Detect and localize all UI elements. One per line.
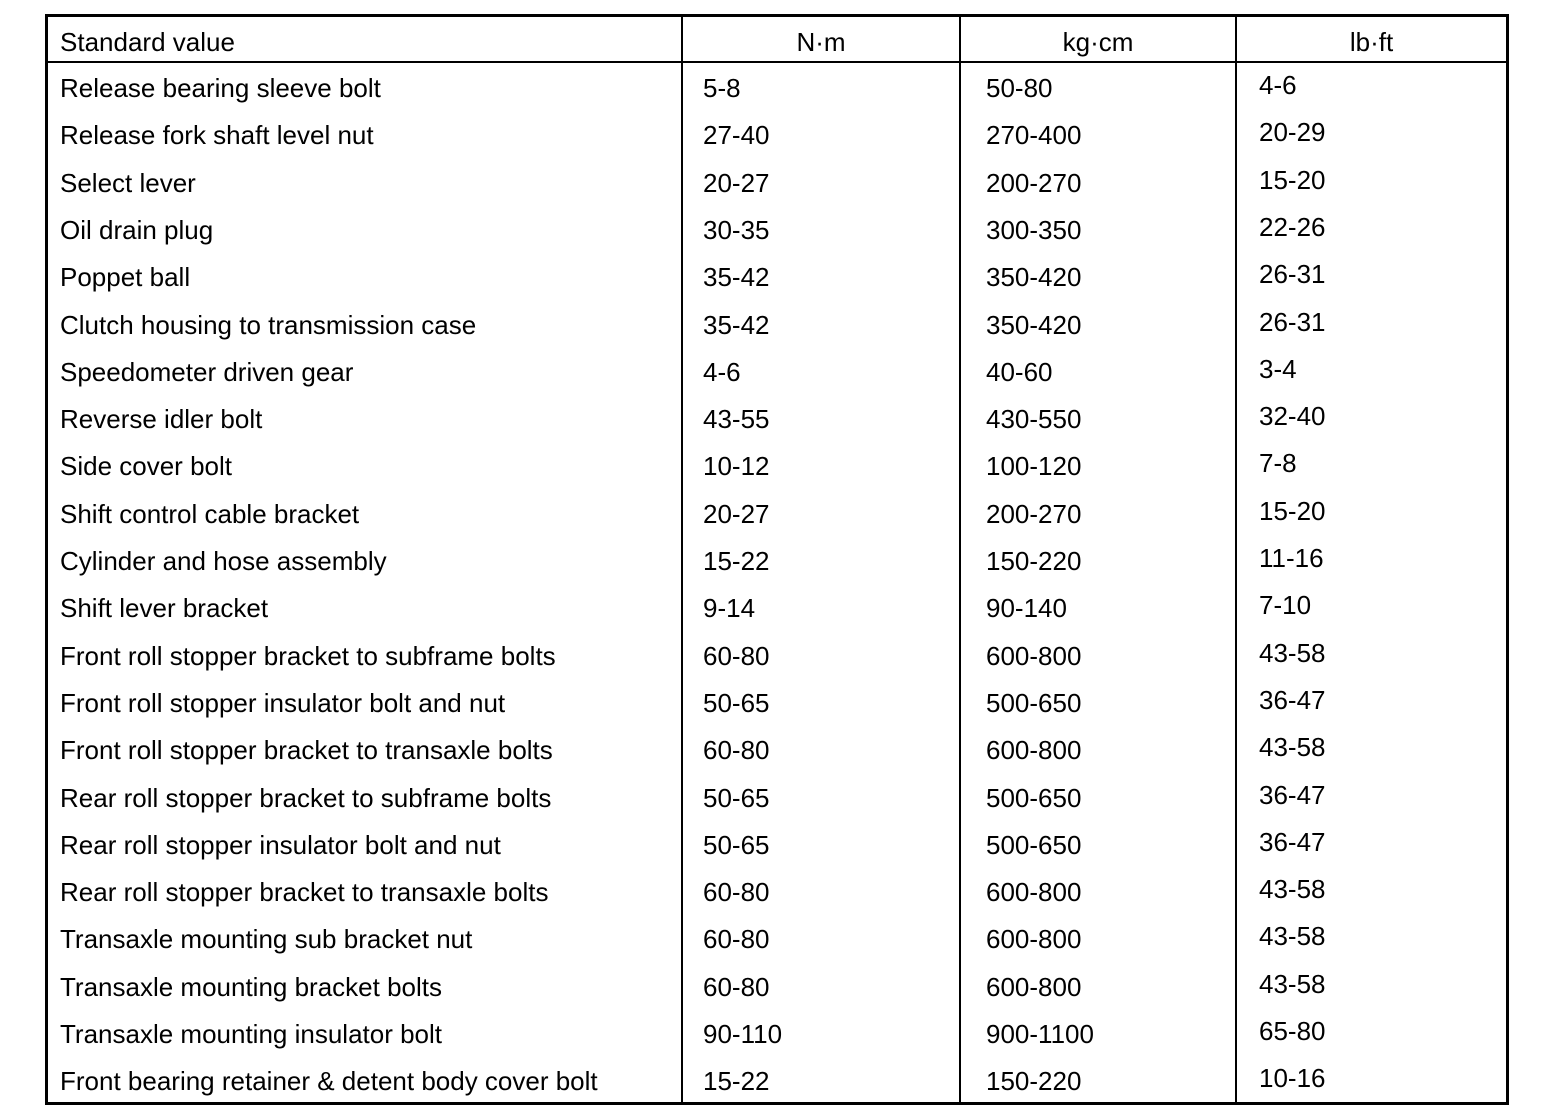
value-cell: 60-80 (703, 877, 770, 908)
value-cell: 200-270 (986, 167, 1082, 198)
value-cell: 43-58 (1259, 637, 1326, 668)
value-cell: 40-60 (986, 356, 1053, 387)
value-cell: 7-8 (1259, 448, 1297, 479)
value-cell: 11-16 (1259, 543, 1324, 573)
value-cell: 15-22 (703, 546, 770, 576)
row-label: Shift lever bracket (60, 593, 269, 624)
row-label: Side cover bolt (60, 451, 232, 482)
row-label: Front roll stopper bracket to subframe b… (60, 640, 556, 671)
value-cell: 4-6 (1259, 70, 1297, 100)
row-label: Transaxle mounting insulator bolt (60, 1019, 443, 1049)
value-cell: 20-27 (703, 167, 770, 198)
value-cell: 4-6 (703, 356, 741, 387)
row-label: Rear roll stopper bracket to transaxle b… (60, 877, 549, 908)
value-cell: 43-55 (703, 404, 770, 435)
value-cell: 36-47 (1259, 826, 1326, 857)
value-cell: 15-20 (1259, 495, 1326, 526)
value-cell: 20-27 (703, 498, 770, 529)
row-label: Shift control cable bracket (60, 498, 360, 529)
header-cell: lb·ft (1349, 27, 1394, 57)
value-cell: 36-47 (1259, 779, 1326, 810)
header-cell: kg·cm (1062, 27, 1134, 57)
row-label: Oil drain plug (60, 214, 214, 245)
row-label: Front bearing retainer & detent body cov… (60, 1066, 598, 1097)
row-label: Release fork shaft level nut (60, 120, 374, 151)
value-cell: 600-800 (986, 924, 1082, 955)
row-label: Rear roll stopper insulator bolt and nut (60, 829, 501, 860)
value-cell: 50-80 (986, 73, 1053, 103)
value-cell: 50-65 (703, 829, 770, 860)
value-cell: 300-350 (986, 214, 1082, 245)
value-cell: 26-31 (1259, 306, 1326, 337)
column-divider (1235, 17, 1237, 1102)
value-cell: 60-80 (703, 924, 770, 955)
value-cell: 500-650 (986, 782, 1082, 813)
value-cell: 900-1100 (986, 1019, 1094, 1049)
value-cell: 50-65 (703, 782, 770, 813)
value-cell: 60-80 (703, 640, 770, 671)
value-cell: 65-80 (1259, 1016, 1326, 1046)
header-cell: N·m (796, 27, 846, 57)
value-cell: 15-22 (703, 1066, 770, 1097)
row-label: Transaxle mounting sub bracket nut (60, 924, 473, 955)
value-cell: 22-26 (1259, 211, 1326, 242)
value-cell: 27-40 (703, 120, 770, 151)
value-cell: 15-20 (1259, 164, 1326, 195)
row-label: Clutch housing to transmission case (60, 309, 477, 340)
value-cell: 270-400 (986, 120, 1082, 151)
value-cell: 26-31 (1259, 259, 1326, 290)
torque-table: Standard value N·m kg·cm lb·ft Release beari… (45, 14, 1509, 1105)
value-cell: 20-29 (1259, 117, 1326, 148)
column-divider (959, 17, 961, 1102)
value-cell: 3-4 (1259, 353, 1297, 384)
value-cell: 43-58 (1259, 874, 1326, 905)
value-cell: 500-650 (986, 829, 1082, 860)
column-divider (681, 17, 683, 1102)
value-cell: 10-16 (1259, 1063, 1326, 1094)
value-cell: 600-800 (986, 877, 1082, 908)
header-cell: Standard value (60, 27, 235, 57)
value-cell: 60-80 (703, 735, 770, 766)
value-cell: 200-270 (986, 498, 1082, 529)
value-cell: 10-12 (703, 451, 770, 482)
value-cell: 60-80 (703, 971, 770, 1002)
row-label: Speedometer driven gear (60, 356, 354, 387)
row-label: Poppet ball (60, 262, 191, 293)
value-cell: 32-40 (1259, 401, 1326, 432)
header-divider (48, 61, 1506, 63)
value-cell: 43-58 (1259, 921, 1326, 952)
value-cell: 90-110 (703, 1019, 783, 1049)
value-cell: 350-420 (986, 262, 1082, 293)
value-cell: 35-42 (703, 309, 770, 340)
value-cell: 50-65 (703, 687, 770, 718)
value-cell: 500-650 (986, 687, 1082, 718)
row-label: Rear roll stopper bracket to subframe bo… (60, 782, 552, 813)
row-label: Cylinder and hose assembly (60, 546, 387, 576)
value-cell: 350-420 (986, 309, 1082, 340)
value-cell: 600-800 (986, 640, 1082, 671)
value-cell: 600-800 (986, 735, 1082, 766)
value-cell: 36-47 (1259, 684, 1326, 715)
value-cell: 100-120 (986, 451, 1082, 482)
value-cell: 35-42 (703, 262, 770, 293)
row-label: Release bearing sleeve bolt (60, 73, 381, 103)
value-cell: 7-10 (1259, 590, 1312, 621)
value-cell: 9-14 (703, 593, 756, 624)
value-cell: 30-35 (703, 214, 770, 245)
row-label: Reverse idler bolt (60, 404, 263, 435)
row-label: Front roll stopper insulator bolt and nu… (60, 687, 506, 718)
row-label: Select lever (60, 167, 196, 198)
value-cell: 430-550 (986, 404, 1082, 435)
value-cell: 150-220 (986, 546, 1082, 576)
row-label: Transaxle mounting bracket bolts (60, 971, 443, 1002)
row-label: Front roll stopper bracket to transaxle … (60, 735, 553, 766)
value-cell: 43-58 (1259, 968, 1326, 999)
value-cell: 150-220 (986, 1066, 1082, 1097)
value-cell: 600-800 (986, 971, 1082, 1002)
value-cell: 43-58 (1259, 732, 1326, 763)
value-cell: 5-8 (703, 73, 741, 103)
value-cell: 90-140 (986, 593, 1067, 624)
